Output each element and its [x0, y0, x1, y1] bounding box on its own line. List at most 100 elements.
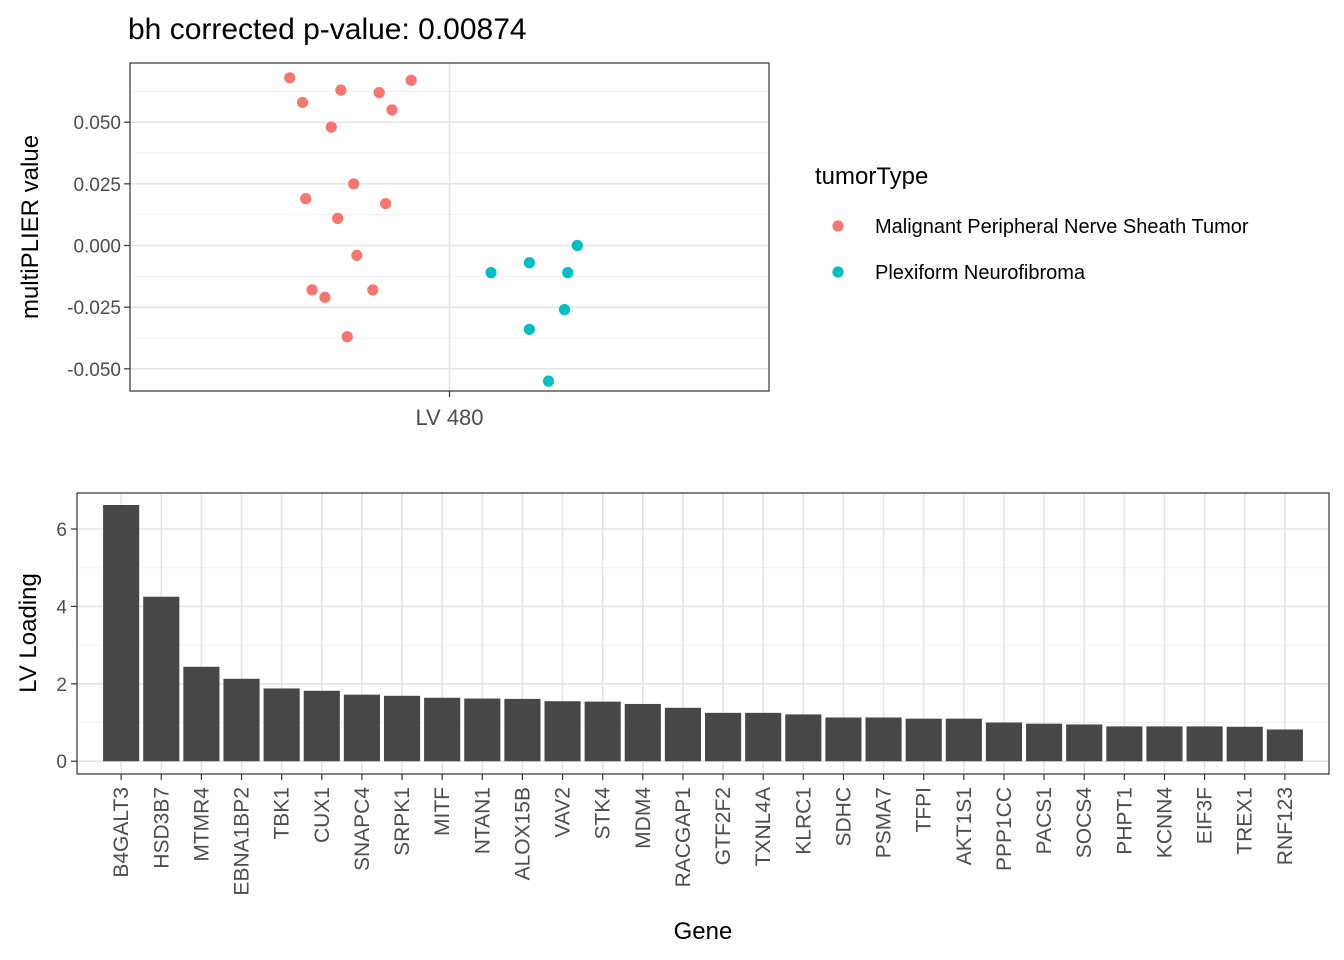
scatter-point-mpnst-6 — [325, 121, 337, 133]
bar-mitf — [424, 697, 461, 762]
legend-label-1: Plexiform Neurofibroma — [875, 262, 1086, 284]
scatter-title: bh corrected p-value: 0.00874 — [128, 13, 527, 46]
bar-x-tick-label: AKT1S1 — [953, 787, 976, 865]
legend-label-0: Malignant Peripheral Nerve Sheath Tumor — [875, 216, 1249, 238]
bar-socs4 — [1066, 724, 1103, 762]
bar-x-tick-label: GTF2F2 — [712, 787, 735, 865]
bar-tfpi — [905, 718, 942, 762]
scatter-point-mpnst-2 — [335, 84, 347, 96]
bar-x-tick-label: EIF3F — [1194, 787, 1217, 844]
bar-eif3f — [1186, 726, 1223, 762]
bar-x-tick-label: MDM4 — [632, 787, 655, 849]
bar-ppp1cc — [985, 722, 1023, 762]
bar-x-axis-title: Gene — [674, 918, 733, 945]
bar-txnl4a — [745, 712, 782, 762]
bar-x-tick-label: TBK1 — [271, 787, 294, 840]
scatter-y-tick-label: -0.025 — [67, 298, 121, 319]
bar-panel: 0 2 4 6 B4GALT3 HSD3B7 MTMR4 EBNA1BP2 TBK1 CUX1 S… — [15, 492, 1330, 945]
scatter-point-pn-4 — [558, 304, 571, 316]
bar-ntan1 — [464, 698, 501, 762]
bar-x-tick-label: TXNL4A — [752, 787, 775, 866]
legend-key-0 — [832, 220, 844, 232]
bar-rnf123 — [1266, 729, 1303, 762]
bar-panel-border — [76, 492, 1330, 775]
scatter-point-mpnst-8 — [300, 193, 312, 205]
scatter-panel: bh corrected p-value: 0.00874 0.050 0.025… — [17, 13, 770, 430]
bar-x-tick-label: EBNA1BP2 — [231, 787, 254, 896]
bar-stk4 — [584, 701, 621, 762]
bar-y-ticks: 0 2 4 6 — [56, 520, 77, 773]
bar-y-axis-title: LV Loading — [15, 573, 42, 693]
scatter-point-pn-2 — [523, 257, 535, 269]
bar-srpk1 — [383, 695, 421, 762]
scatter-point-pn-6 — [542, 375, 555, 387]
bar-racgap1 — [664, 707, 701, 762]
bar-x-tick-label: HSD3B7 — [150, 787, 173, 869]
bar-x-tick-label: PHPT1 — [1113, 787, 1136, 855]
bar-x-tick-label: KCNN4 — [1153, 787, 1176, 859]
bar-x-tick-label: SRPK1 — [391, 787, 414, 856]
bar-phpt1 — [1106, 726, 1143, 762]
bar-x-tick-label: SOCS4 — [1073, 787, 1096, 859]
scatter-point-pn-0 — [571, 239, 583, 252]
scatter-point-mpnst-5 — [386, 104, 398, 116]
scatter-y-tick-label: 0.050 — [73, 113, 121, 134]
scatter-point-mpnst-14 — [367, 284, 379, 296]
bar-ebna1bp2 — [223, 678, 260, 762]
bar-x-ticks: B4GALT3 HSD3B7 MTMR4 EBNA1BP2 TBK1 CUX1 SNAPC4… — [110, 774, 1297, 896]
scatter-y-tick-label: 0.000 — [73, 236, 121, 257]
bar-mdm4 — [624, 703, 661, 762]
scatter-point-pn-1 — [485, 267, 497, 279]
scatter-point-mpnst-9 — [380, 197, 392, 210]
bar-sdhc — [825, 717, 862, 762]
bar-alox15b — [504, 698, 541, 762]
scatter-point-mpnst-11 — [351, 249, 363, 261]
scatter-point-mpnst-13 — [319, 291, 331, 303]
bar-x-tick-label: MITF — [431, 787, 454, 836]
bar-vav2 — [544, 701, 581, 762]
bar-y-tick-label: 6 — [56, 520, 67, 541]
bar-gtf2f2 — [705, 712, 742, 762]
bar-x-tick-label: VAV2 — [552, 787, 575, 838]
scatter-x-tick-label: LV 480 — [415, 405, 483, 430]
bar-pacs1 — [1026, 723, 1063, 762]
bar-x-tick-label: KLRC1 — [792, 787, 815, 855]
bar-x-tick-label: SDHC — [832, 787, 855, 847]
bar-x-tick-label: SNAPC4 — [351, 787, 374, 871]
bar-x-tick-label: PACS1 — [1033, 787, 1056, 854]
scatter-point-mpnst-7 — [348, 178, 360, 190]
bar-x-tick-label: PPP1CC — [993, 787, 1016, 871]
bar-tbk1 — [263, 688, 300, 762]
scatter-point-mpnst-12 — [306, 284, 318, 296]
bar-klrc1 — [785, 714, 822, 762]
bar-hsd3b7 — [143, 596, 180, 762]
bar-x-tick-label: RACGAP1 — [672, 787, 695, 887]
scatter-point-mpnst-1 — [296, 96, 309, 109]
bar-psma7 — [865, 717, 902, 762]
bar-x-tick-label: MTMR4 — [190, 787, 213, 862]
bar-kcnn4 — [1146, 726, 1183, 762]
scatter-point-mpnst-4 — [405, 74, 417, 86]
bar-x-tick-label: RNF123 — [1274, 787, 1297, 865]
bar-x-tick-label: B4GALT3 — [110, 787, 133, 878]
scatter-y-axis-title: multiPLIER value — [17, 135, 44, 319]
scatter-grid — [130, 63, 769, 391]
bar-x-tick-label: STK4 — [592, 787, 615, 840]
bar-mtmr4 — [183, 666, 220, 762]
bar-b4galt3 — [103, 504, 140, 762]
legend-title: tumorType — [815, 163, 928, 190]
scatter-y-tick-label: -0.050 — [67, 360, 121, 381]
bar-x-tick-label: NTAN1 — [471, 787, 494, 854]
legend: tumorType Malignant Peripheral Nerve She… — [815, 163, 1249, 284]
scatter-point-mpnst-0 — [284, 72, 296, 84]
bar-x-tick-label: TFPI — [913, 787, 936, 833]
bar-bars — [103, 504, 1303, 762]
legend-key-1 — [832, 266, 844, 278]
scatter-point-mpnst-10 — [332, 212, 344, 224]
legend-entries: Malignant Peripheral Nerve Sheath Tumor P… — [832, 216, 1249, 284]
scatter-point-pn-5 — [523, 323, 535, 335]
bar-trex1 — [1226, 726, 1263, 762]
scatter-point-mpnst-3 — [373, 86, 385, 99]
bar-y-tick-label: 2 — [56, 675, 67, 696]
